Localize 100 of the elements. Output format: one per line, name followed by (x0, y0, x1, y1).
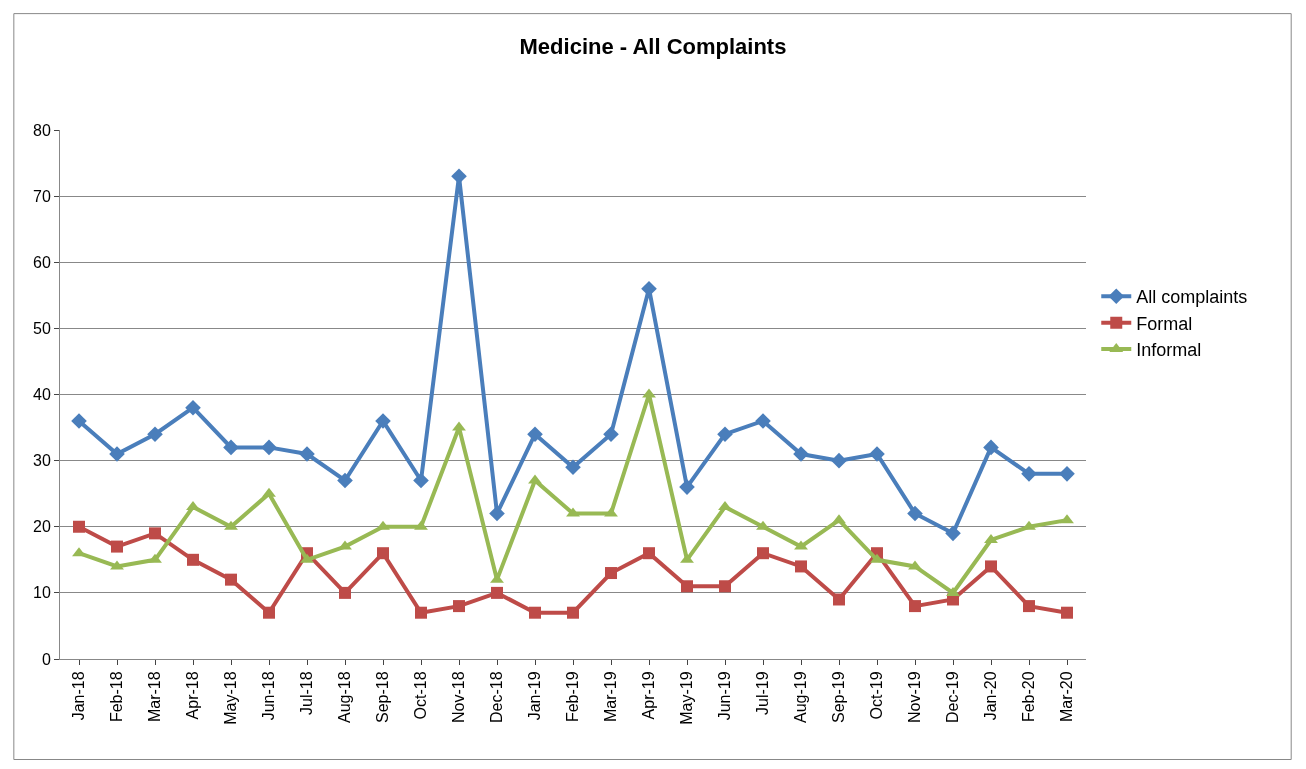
point (224, 520, 238, 530)
point (1059, 466, 1075, 482)
point (719, 580, 731, 593)
point (414, 520, 428, 530)
point (375, 413, 391, 429)
x-tick-label: Jan-18 (70, 671, 88, 721)
x-tick-label: Mar-19 (602, 671, 620, 723)
y-tick-label: 20 (33, 518, 51, 536)
x-tick-label: Jun-18 (260, 671, 278, 721)
point (338, 540, 352, 550)
x-tick-label: Jul-18 (298, 671, 316, 715)
point (985, 560, 997, 573)
point (717, 426, 733, 442)
x-tick-label: Aug-19 (792, 671, 810, 723)
y-tick-label: 30 (33, 452, 51, 470)
legend-label: Informal (1136, 340, 1202, 361)
point (186, 500, 200, 510)
point (755, 413, 771, 429)
x-tick-label: Nov-18 (450, 671, 468, 723)
x-tick-label: Feb-19 (564, 671, 582, 723)
point (833, 593, 845, 606)
point (984, 533, 998, 543)
y-tick-label: 40 (33, 386, 51, 404)
point (149, 527, 161, 540)
point (832, 514, 846, 524)
point (756, 520, 770, 530)
point (907, 505, 923, 522)
point (565, 459, 581, 476)
point (148, 553, 162, 563)
point (794, 540, 808, 550)
point (566, 507, 580, 517)
point (109, 446, 125, 462)
x-tick-label: Dec-18 (488, 671, 506, 723)
x-tick-label: Dec-19 (944, 671, 962, 723)
point (679, 479, 695, 495)
point (643, 547, 655, 560)
x-tick-label: Jan-19 (526, 671, 544, 721)
y-tick-label: 80 (33, 121, 51, 139)
x-tick-label: Nov-19 (906, 671, 924, 723)
point (529, 606, 541, 619)
point (869, 446, 885, 462)
point (795, 560, 807, 573)
point (337, 472, 353, 489)
point (453, 600, 465, 613)
point (983, 439, 999, 456)
point (603, 426, 619, 442)
x-tick-label: Mar-18 (146, 671, 164, 723)
point (528, 474, 542, 484)
point (185, 399, 201, 416)
point (793, 446, 809, 462)
x-tick-label: Aug-18 (336, 671, 354, 723)
chart-title: Medicine - All Complaints (519, 33, 787, 59)
point (604, 507, 618, 517)
y-tick-label: 10 (33, 584, 51, 602)
x-tick-label: Sep-19 (830, 671, 848, 723)
point (680, 553, 694, 563)
point (605, 567, 617, 580)
point (1021, 466, 1037, 482)
point (681, 580, 693, 593)
point (945, 525, 961, 542)
legend-label: All complaints (1136, 287, 1248, 308)
x-tick-label: Oct-19 (868, 671, 886, 720)
point (870, 553, 884, 563)
x-tick-label: Feb-20 (1020, 671, 1038, 723)
x-tick-label: Feb-18 (108, 671, 126, 723)
point (339, 586, 351, 599)
x-tick-label: Jul-19 (754, 671, 772, 715)
point (413, 472, 429, 489)
point (718, 500, 732, 510)
point (187, 553, 199, 566)
point (223, 439, 239, 456)
point (1023, 600, 1035, 613)
point (225, 573, 237, 586)
point (642, 388, 656, 398)
point (71, 413, 87, 429)
point (376, 520, 390, 530)
x-tick-label: May-18 (222, 671, 240, 725)
x-tick-label: Jan-20 (982, 671, 1000, 721)
point (491, 586, 503, 599)
y-tick-label: 60 (33, 253, 51, 271)
point (1061, 606, 1073, 619)
y-tick-label: 70 (33, 187, 51, 205)
x-tick-label: Apr-18 (184, 671, 202, 720)
point (377, 547, 389, 560)
point (909, 600, 921, 613)
point (263, 606, 275, 619)
x-tick-label: Oct-18 (412, 671, 430, 720)
y-tick-label: 0 (41, 650, 51, 668)
point (73, 520, 85, 533)
point (908, 560, 922, 570)
point (452, 421, 466, 431)
y-tick-label: 50 (33, 319, 51, 337)
x-tick-label: May-19 (678, 671, 696, 725)
point (527, 426, 543, 442)
point (110, 560, 124, 570)
point (1060, 514, 1074, 524)
point (300, 553, 314, 563)
point (147, 426, 163, 442)
legend-label: Formal (1136, 313, 1193, 334)
point (111, 540, 123, 553)
